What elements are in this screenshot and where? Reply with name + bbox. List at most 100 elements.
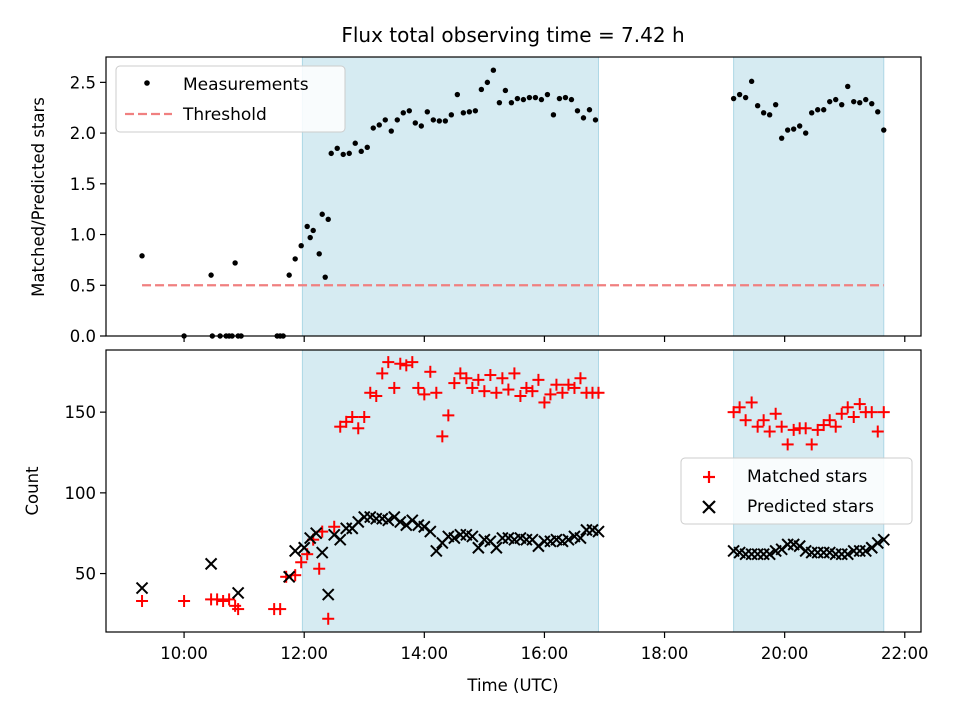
matched-star-point <box>400 359 413 372</box>
measurement-point <box>325 216 331 223</box>
matched-star-point <box>544 388 557 401</box>
predicted-star-point <box>297 541 311 554</box>
matched-star-point <box>727 406 740 419</box>
measurement-point <box>340 151 346 158</box>
matched-star-point <box>424 365 437 378</box>
matched-star-point <box>538 396 551 409</box>
measurement-point <box>370 125 376 131</box>
x-tick-label: 18:00 <box>641 644 689 663</box>
top-shaded-intervals <box>301 56 885 337</box>
shaded-interval <box>733 56 885 337</box>
matched-star-point <box>322 612 335 625</box>
measurement-point <box>748 78 755 85</box>
measurement-point <box>352 140 358 146</box>
y-tick-label: 2.0 <box>70 124 96 143</box>
predicted-stars-points <box>135 510 890 601</box>
matched-star-point <box>757 414 770 427</box>
matched-star-point <box>811 423 824 436</box>
matched-star-point <box>769 407 782 420</box>
matched-star-point <box>406 356 419 369</box>
matched-star-point <box>223 593 236 606</box>
predicted-star-point <box>466 530 479 543</box>
top-y-ticks: 0.0 0.5 1.0 1.5 2.0 2.5 <box>70 73 106 346</box>
measurement-point <box>730 95 737 102</box>
matched-star-point <box>775 420 788 433</box>
measurement-point <box>857 99 863 106</box>
measurement-point <box>802 130 809 136</box>
x-axis-label: Time (UTC) <box>466 676 558 695</box>
measurement-point <box>424 109 431 115</box>
predicted-star-point <box>204 557 218 571</box>
predicted-star-point <box>231 586 245 600</box>
matched-star-point <box>514 390 527 403</box>
measurement-point <box>532 94 539 101</box>
measurement-point <box>232 260 238 266</box>
matched-star-point <box>853 398 866 411</box>
measurement-point <box>490 67 497 73</box>
matched-star-point <box>805 438 818 451</box>
predicted-star-point <box>763 547 776 561</box>
matched-star-point <box>490 386 503 399</box>
measurement-point <box>869 100 875 107</box>
matched-star-point <box>556 386 569 399</box>
matched-star-point <box>232 603 245 616</box>
measurement-point <box>586 107 593 113</box>
matched-star-point <box>274 603 287 616</box>
measurement-point <box>760 110 767 116</box>
bottom-y-ticks: 50 100 150 <box>65 403 106 584</box>
predicted-star-point <box>135 581 149 595</box>
matched-star-point <box>436 430 449 443</box>
matched-star-point <box>568 381 581 394</box>
matched-star-point <box>562 378 575 391</box>
predicted-star-point <box>859 544 872 558</box>
matched-star-point <box>847 410 860 423</box>
matched-star-point <box>352 422 365 435</box>
x-tick-label: 14:00 <box>401 644 449 663</box>
measurement-point <box>286 272 292 278</box>
measurement-point <box>875 109 881 115</box>
matched-star-point <box>217 595 230 608</box>
predicted-star-point <box>424 525 437 538</box>
matched-star-point <box>472 373 485 386</box>
measurement-point <box>442 118 449 124</box>
measurement-point <box>833 96 839 103</box>
predicted-star-point <box>490 541 503 554</box>
matched-star-point <box>418 388 431 401</box>
measurement-point <box>322 274 328 280</box>
measurement-point <box>310 227 316 234</box>
matched-star-point <box>781 438 794 451</box>
matched-star-point <box>763 425 776 438</box>
predicted-star-point <box>334 533 347 546</box>
bottom-panel: 50 100 150 10:00 12:00 14:00 16:00 18:00 20:00 2… <box>23 349 929 695</box>
measurement-point <box>316 251 322 257</box>
measurement-point <box>754 102 761 109</box>
legend-threshold-label: Threshold <box>182 105 267 125</box>
matched-star-point <box>313 562 326 575</box>
measurement-point <box>328 150 334 157</box>
measurement-point <box>574 108 581 114</box>
measurement-point <box>319 211 325 217</box>
measurement-point <box>766 112 773 118</box>
matched-star-point <box>358 410 371 423</box>
x-tick-label: 22:00 <box>881 644 929 663</box>
shaded-interval <box>301 56 599 337</box>
predicted-star-point <box>394 515 407 529</box>
matched-star-point <box>835 407 848 420</box>
measurement-point <box>544 91 551 98</box>
legend-predicted-label: Predicted stars <box>747 497 874 517</box>
matched-star-point <box>496 372 509 385</box>
bottom-x-ticks: 10:00 12:00 14:00 16:00 18:00 20:00 22:00 <box>160 632 929 663</box>
matched-star-point <box>460 372 473 385</box>
top-legend-box <box>115 65 346 133</box>
matched-star-point <box>394 357 407 370</box>
y-tick-label: 150 <box>65 403 97 422</box>
top-axes-frame <box>105 56 922 337</box>
measurement-point <box>358 148 364 155</box>
measurement-point <box>304 223 310 230</box>
matched-star-point <box>520 381 533 394</box>
legend-matched-marker <box>703 471 715 483</box>
matched-star-point <box>829 420 842 433</box>
y-tick-label: 0.0 <box>70 327 96 346</box>
matched-star-point <box>574 372 587 385</box>
matched-star-point <box>532 373 545 386</box>
